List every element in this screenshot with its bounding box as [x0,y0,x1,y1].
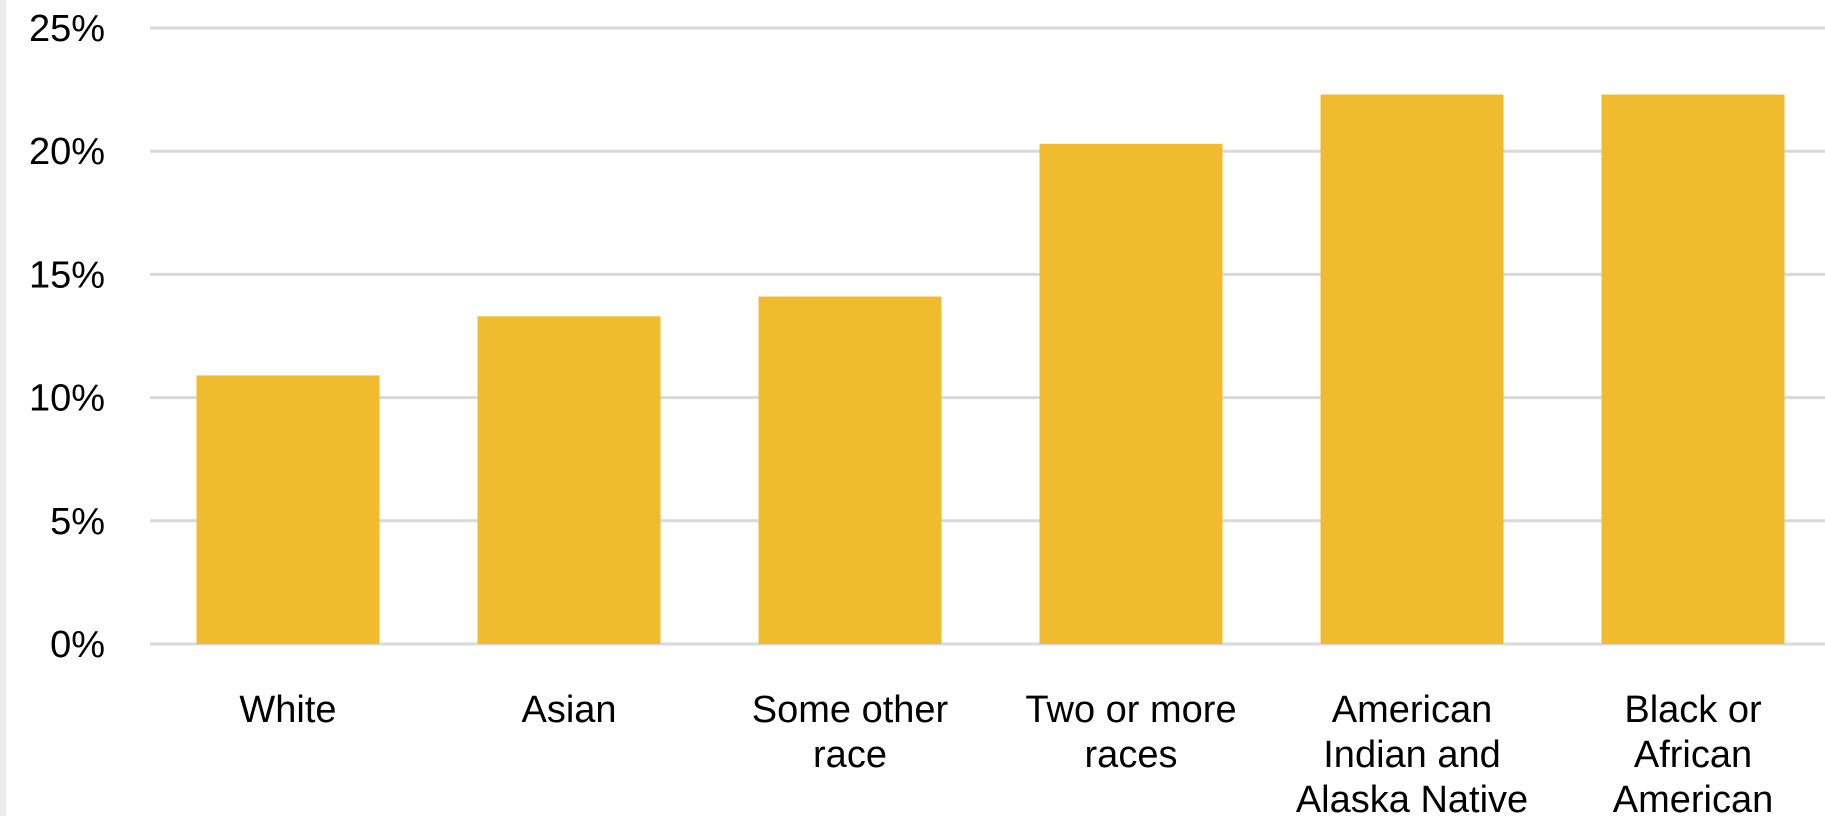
x-axis-tick-labels: White Asian Some other race Two or more races… [239,689,1773,816]
x-tick-label: White [239,689,336,731]
bar [197,375,380,644]
y-tick-label: 0% [50,624,105,666]
x-tick-label: Asian [521,689,616,731]
y-tick-label: 10% [29,378,105,420]
x-tick-label-line: Some other [752,689,949,731]
x-tick-label-line: American [1332,689,1493,731]
bar [759,297,942,644]
y-tick-label: 5% [50,501,105,543]
x-tick-label-line: races [1085,734,1178,776]
x-tick-label-line: Asian [521,689,616,731]
x-tick-label-line: American [1613,779,1774,816]
y-axis-tick-labels: 0% 5% 10% 15% 20% 25% [29,8,105,666]
gridlines [150,28,1825,644]
y-tick-label: 15% [29,254,105,296]
y-tick-label: 25% [29,8,105,50]
x-tick-label-line: race [813,734,887,776]
left-edge-strip [0,0,6,816]
bar [1321,95,1504,644]
bars [197,95,1785,644]
x-tick-label-line: Black or [1624,689,1762,731]
x-tick-label-line: Two or more [1025,689,1236,731]
x-tick-label: Black or African American [1613,689,1774,816]
bar [478,316,661,644]
x-tick-label-line: Indian and [1323,734,1501,776]
x-tick-label: Two or more races [1025,689,1236,776]
x-tick-label: Some other race [752,689,949,776]
x-tick-label-line: Alaska Native [1296,779,1528,816]
x-tick-label: American Indian and Alaska Native [1296,689,1528,816]
x-tick-label-line: African [1634,734,1752,776]
x-tick-label-line: White [239,689,336,731]
y-tick-label: 20% [29,131,105,173]
bar [1602,95,1785,644]
bar [1040,144,1223,644]
